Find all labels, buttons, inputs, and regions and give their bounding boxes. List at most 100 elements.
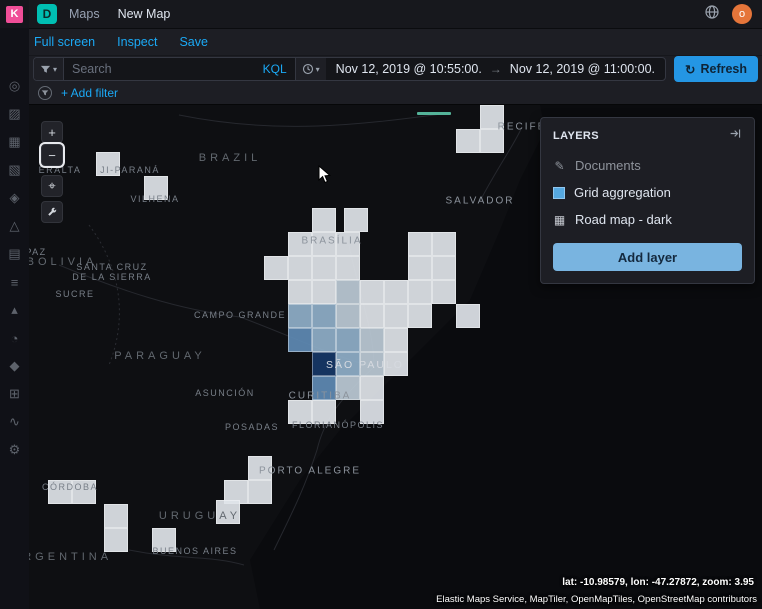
dev-tools-icon[interactable]: ⊞	[9, 386, 20, 401]
filter-bar: + Add filter	[29, 82, 762, 105]
search-input[interactable]	[64, 58, 255, 80]
grid-cell[interactable]	[360, 376, 384, 400]
fit-to-data-button[interactable]: ⌖	[41, 175, 63, 197]
grid-cell[interactable]	[288, 280, 312, 304]
apm-icon[interactable]: ▴	[11, 302, 18, 317]
discover-icon[interactable]: ◎	[8, 78, 21, 93]
grid-cell[interactable]	[248, 480, 272, 504]
saved-query-menu-button[interactable]: ▾	[34, 58, 65, 80]
grid-cell[interactable]	[336, 352, 360, 376]
date-quick-menu-button[interactable]: ▾	[294, 58, 326, 80]
grid-cell[interactable]	[408, 304, 432, 328]
grid-cell[interactable]	[360, 400, 384, 424]
layer-row[interactable]: Grid aggregation	[553, 179, 742, 206]
filter-options-button[interactable]	[38, 86, 52, 100]
grid-cell[interactable]	[312, 304, 336, 328]
grid-cell[interactable]	[336, 256, 360, 280]
kql-switch[interactable]: KQL	[262, 62, 287, 76]
full-screen-link[interactable]: Full screen	[34, 35, 96, 49]
space-avatar[interactable]: D	[37, 4, 57, 24]
user-avatar[interactable]: o	[732, 4, 752, 24]
grid-cell[interactable]	[288, 400, 312, 424]
grid-cell[interactable]	[384, 328, 408, 352]
add-layer-button[interactable]: Add layer	[553, 243, 742, 271]
monitoring-icon[interactable]: ∿	[9, 414, 20, 429]
grid-cell[interactable]	[408, 280, 432, 304]
grid-cell[interactable]	[432, 232, 456, 256]
machine-learning-icon[interactable]: △	[9, 218, 20, 233]
grid-cell[interactable]	[360, 352, 384, 376]
grid-cell[interactable]	[312, 280, 336, 304]
grid-cell[interactable]	[408, 232, 432, 256]
grid-cell[interactable]	[152, 528, 176, 552]
kibana-logo[interactable]: K	[0, 0, 29, 28]
grid-cell[interactable]	[360, 328, 384, 352]
grid-cell[interactable]	[312, 400, 336, 424]
layer-row[interactable]: ▦ Road map - dark	[553, 206, 742, 233]
grid-cell[interactable]	[288, 256, 312, 280]
layer-row[interactable]: ✎ Documents	[553, 152, 742, 179]
zoom-in-button[interactable]: +	[41, 121, 63, 143]
collapse-panel-icon[interactable]	[729, 127, 742, 145]
grid-cell[interactable]	[312, 256, 336, 280]
maps-icon[interactable]: ◈	[9, 190, 20, 205]
add-filter-link[interactable]: + Add filter	[61, 86, 119, 100]
nav-rail: K ◎ ▨ ▦ ▧ ◈ △ ▤ ≡ ▴ ◔ ◆ ⊞ ∿ ⚙	[0, 0, 29, 609]
grid-cell[interactable]	[72, 480, 96, 504]
inspect-link[interactable]: Inspect	[117, 35, 158, 49]
grid-cell[interactable]	[312, 232, 336, 256]
grid-cell[interactable]	[384, 304, 408, 328]
grid-cell[interactable]	[104, 504, 128, 528]
grid-cell[interactable]	[104, 528, 128, 552]
date-start[interactable]: Nov 12, 2019 @ 10:55:00.	[335, 62, 482, 76]
grid-cell[interactable]	[312, 352, 336, 376]
grid-cell[interactable]	[216, 500, 240, 524]
metrics-icon[interactable]: ▤	[8, 246, 21, 261]
grid-cell[interactable]	[336, 232, 360, 256]
grid-cell[interactable]	[384, 280, 408, 304]
grid-cell[interactable]	[336, 328, 360, 352]
map-label: CAMPO GRANDE	[193, 310, 287, 320]
refresh-button[interactable]: ↻ Refresh	[674, 56, 758, 82]
save-link[interactable]: Save	[179, 35, 208, 49]
map-canvas[interactable]: BRAZIL BOLIVIA PARAGUAY ARGENTINA URUGUAY ERA…	[29, 105, 762, 609]
grid-cell[interactable]	[336, 376, 360, 400]
logs-icon[interactable]: ≡	[10, 274, 19, 290]
grid-cell[interactable]	[408, 256, 432, 280]
zoom-out-button[interactable]: −	[41, 144, 63, 166]
app-menu-bar: Full screen Inspect Save	[29, 29, 762, 56]
globe-icon[interactable]	[704, 4, 720, 25]
grid-cell[interactable]	[432, 280, 456, 304]
grid-cell[interactable]	[432, 256, 456, 280]
grid-cell[interactable]	[336, 304, 360, 328]
grid-cell[interactable]	[96, 152, 120, 176]
grid-cell[interactable]	[480, 129, 504, 153]
uptime-icon[interactable]: ◔	[10, 330, 19, 346]
canvas-icon[interactable]: ▧	[8, 162, 21, 177]
dashboard-icon[interactable]: ▦	[8, 134, 21, 149]
grid-cell[interactable]	[456, 304, 480, 328]
grid-cell[interactable]	[480, 105, 504, 129]
grid-cell[interactable]	[264, 256, 288, 280]
grid-cell[interactable]	[456, 129, 480, 153]
tools-button[interactable]	[41, 201, 63, 223]
date-end[interactable]: Nov 12, 2019 @ 11:00:00.	[509, 62, 655, 76]
grid-cell[interactable]	[312, 208, 336, 232]
grid-cell[interactable]	[144, 176, 168, 200]
grid-cell[interactable]	[312, 328, 336, 352]
grid-cell[interactable]	[312, 376, 336, 400]
grid-cell[interactable]	[288, 328, 312, 352]
grid-cell[interactable]	[336, 280, 360, 304]
breadcrumb-app[interactable]: Maps	[69, 7, 100, 21]
grid-cell[interactable]	[288, 304, 312, 328]
grid-cell[interactable]	[288, 232, 312, 256]
grid-cell[interactable]	[384, 352, 408, 376]
grid-cell[interactable]	[344, 208, 368, 232]
grid-cell[interactable]	[48, 480, 72, 504]
grid-cell[interactable]	[360, 280, 384, 304]
siem-icon[interactable]: ◆	[9, 358, 20, 373]
grid-cell[interactable]	[248, 456, 272, 480]
management-icon[interactable]: ⚙	[8, 442, 21, 457]
visualize-icon[interactable]: ▨	[8, 106, 21, 121]
grid-cell[interactable]	[360, 304, 384, 328]
